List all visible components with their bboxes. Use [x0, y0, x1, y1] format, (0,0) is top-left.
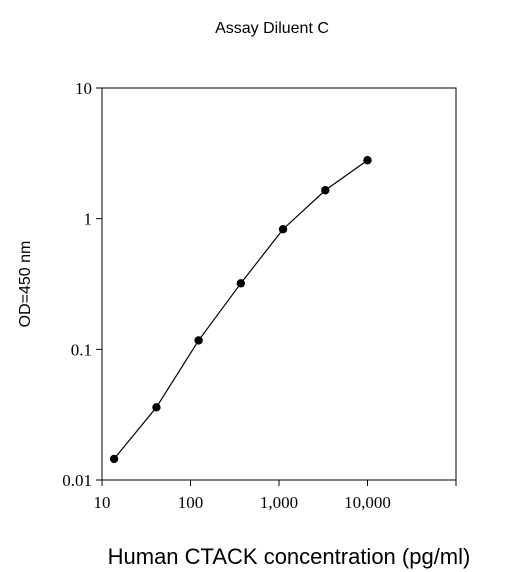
plot-frame [101, 87, 457, 481]
series-line [113, 159, 368, 460]
x-tick-label: 10 [94, 493, 111, 512]
y-axis: 0.01 0.1 1 10 [62, 79, 102, 490]
plot-area [101, 87, 457, 481]
data-point [321, 186, 330, 195]
x-axis: 10 100 1,000 10,000 [94, 480, 457, 512]
data-point [152, 403, 161, 412]
x-tick-label: 1,000 [260, 493, 298, 512]
data-point [236, 279, 246, 288]
x-axis-label: Human CTACK concentration (pg/ml) [108, 544, 471, 569]
data-point [363, 156, 372, 165]
y-tick-label: 0.1 [71, 340, 92, 359]
data-point [109, 454, 119, 464]
data-series [109, 156, 372, 464]
x-tick-label: 100 [178, 493, 204, 512]
y-axis-label: OD=450 nm [17, 241, 34, 328]
chart-title: Assay Diluent C [215, 20, 329, 37]
data-point [278, 225, 288, 234]
y-tick-label: 0.01 [62, 471, 92, 490]
y-tick-label: 10 [75, 79, 92, 98]
x-tick-label: 10,000 [344, 493, 391, 512]
y-tick-label: 1 [84, 210, 93, 229]
data-point [194, 336, 203, 345]
